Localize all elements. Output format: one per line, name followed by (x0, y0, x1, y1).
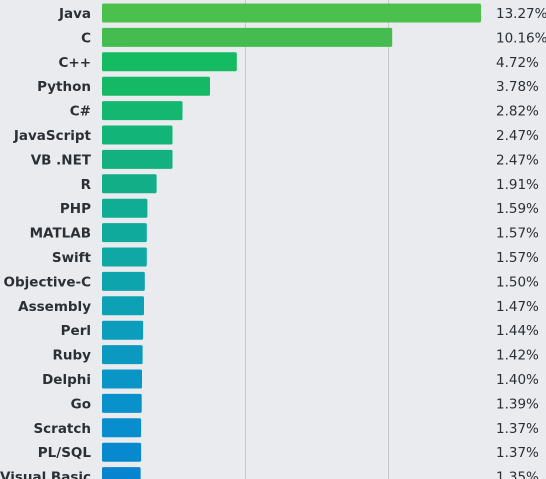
bar-19 (102, 467, 141, 479)
category-label: PHP (60, 201, 91, 217)
bar-3 (102, 76, 210, 96)
category-label: Visual Basic (0, 470, 91, 479)
value-label: 1.42% (496, 348, 539, 364)
category-label: R (81, 177, 92, 193)
bar-13 (102, 320, 144, 340)
value-label: 1.57% (496, 250, 539, 266)
category-label: MATLAB (30, 226, 91, 242)
value-label: 1.35% (496, 470, 539, 479)
value-label: 3.78% (496, 79, 539, 95)
bar-2 (102, 52, 237, 72)
category-label: Python (37, 79, 91, 95)
bar-11 (102, 271, 145, 291)
label-layer: Java 13.27% C 10.16% C++ 4.72% Python 3.78% C# 2.… (0, 6, 546, 479)
bar-layer (102, 3, 481, 479)
bar-12 (102, 296, 144, 316)
value-label: 10.16% (496, 30, 546, 46)
category-label: Ruby (53, 348, 92, 364)
bar-7 (102, 174, 157, 194)
value-label: 1.40% (496, 372, 539, 388)
value-label: 1.59% (496, 201, 539, 217)
category-label: PL/SQL (38, 445, 92, 461)
category-label: Perl (61, 323, 91, 339)
value-label: 1.50% (496, 274, 539, 290)
grid-layer (245, 0, 389, 479)
bar-8 (102, 198, 148, 218)
value-label: 13.27% (496, 6, 546, 22)
bar-9 (102, 223, 147, 243)
value-label: 1.57% (496, 226, 539, 242)
bar-17 (102, 418, 142, 438)
category-label: Scratch (33, 421, 91, 437)
value-label: 2.47% (496, 152, 539, 168)
category-label: Go (71, 396, 91, 412)
bar-6 (102, 149, 173, 169)
category-label: C# (70, 104, 91, 120)
category-label: Swift (52, 250, 92, 266)
category-label: Delphi (42, 372, 91, 388)
value-label: 2.47% (496, 128, 539, 144)
bar-18 (102, 442, 142, 462)
category-label: Assembly (18, 299, 91, 315)
value-label: 2.82% (496, 104, 539, 120)
bar-1 (102, 27, 393, 47)
bar-15 (102, 369, 142, 389)
category-label: JavaScript (13, 128, 92, 144)
value-label: 4.72% (496, 55, 539, 71)
bar-4 (102, 101, 183, 121)
category-label: Java (58, 6, 91, 22)
value-label: 1.37% (496, 421, 539, 437)
category-label: Objective-C (4, 274, 92, 290)
value-label: 1.44% (496, 323, 539, 339)
category-label: C++ (58, 55, 91, 71)
value-label: 1.39% (496, 396, 539, 412)
value-label: 1.37% (496, 445, 539, 461)
bar-14 (102, 345, 143, 365)
bar-5 (102, 125, 173, 145)
category-label: VB .NET (31, 152, 92, 168)
bar-0 (102, 3, 481, 23)
value-label: 1.47% (496, 299, 539, 315)
bar-10 (102, 247, 147, 267)
bar-16 (102, 393, 142, 413)
category-label: C (81, 30, 91, 46)
value-label: 1.91% (496, 177, 539, 193)
